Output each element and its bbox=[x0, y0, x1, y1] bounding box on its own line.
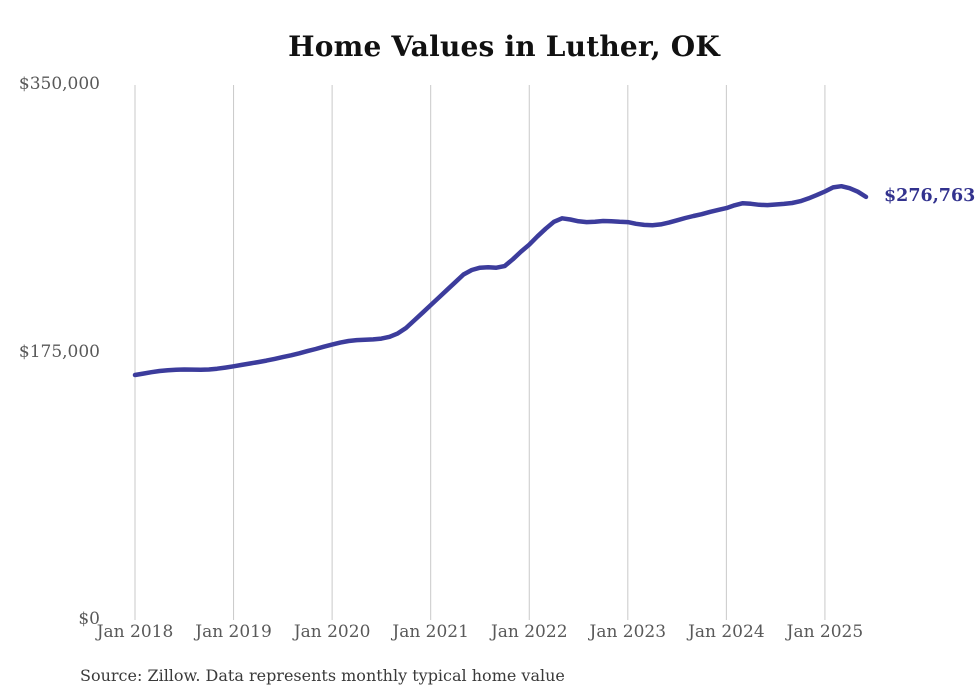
x-tick-label: Jan 2021 bbox=[392, 622, 469, 642]
chart-title: Home Values in Luther, OK bbox=[288, 30, 720, 63]
latest-value-label: $276,763 bbox=[884, 185, 976, 206]
x-tick-label: Jan 2019 bbox=[195, 622, 272, 642]
x-tick-label: Jan 2022 bbox=[490, 622, 568, 642]
source-note: Source: Zillow. Data represents monthly … bbox=[80, 666, 565, 685]
x-tick-label: Jan 2023 bbox=[589, 622, 667, 642]
y-tick-label: $0 bbox=[78, 609, 100, 629]
x-tick-label: Jan 2024 bbox=[688, 622, 765, 642]
x-tick-label: Jan 2018 bbox=[96, 622, 174, 642]
y-tick-label: $175,000 bbox=[18, 341, 100, 362]
y-tick-label: $350,000 bbox=[18, 74, 100, 94]
x-tick-label: Jan 2020 bbox=[293, 622, 371, 642]
home-value-series-line bbox=[132, 183, 869, 378]
x-tick-label: Jan 2025 bbox=[786, 622, 864, 642]
